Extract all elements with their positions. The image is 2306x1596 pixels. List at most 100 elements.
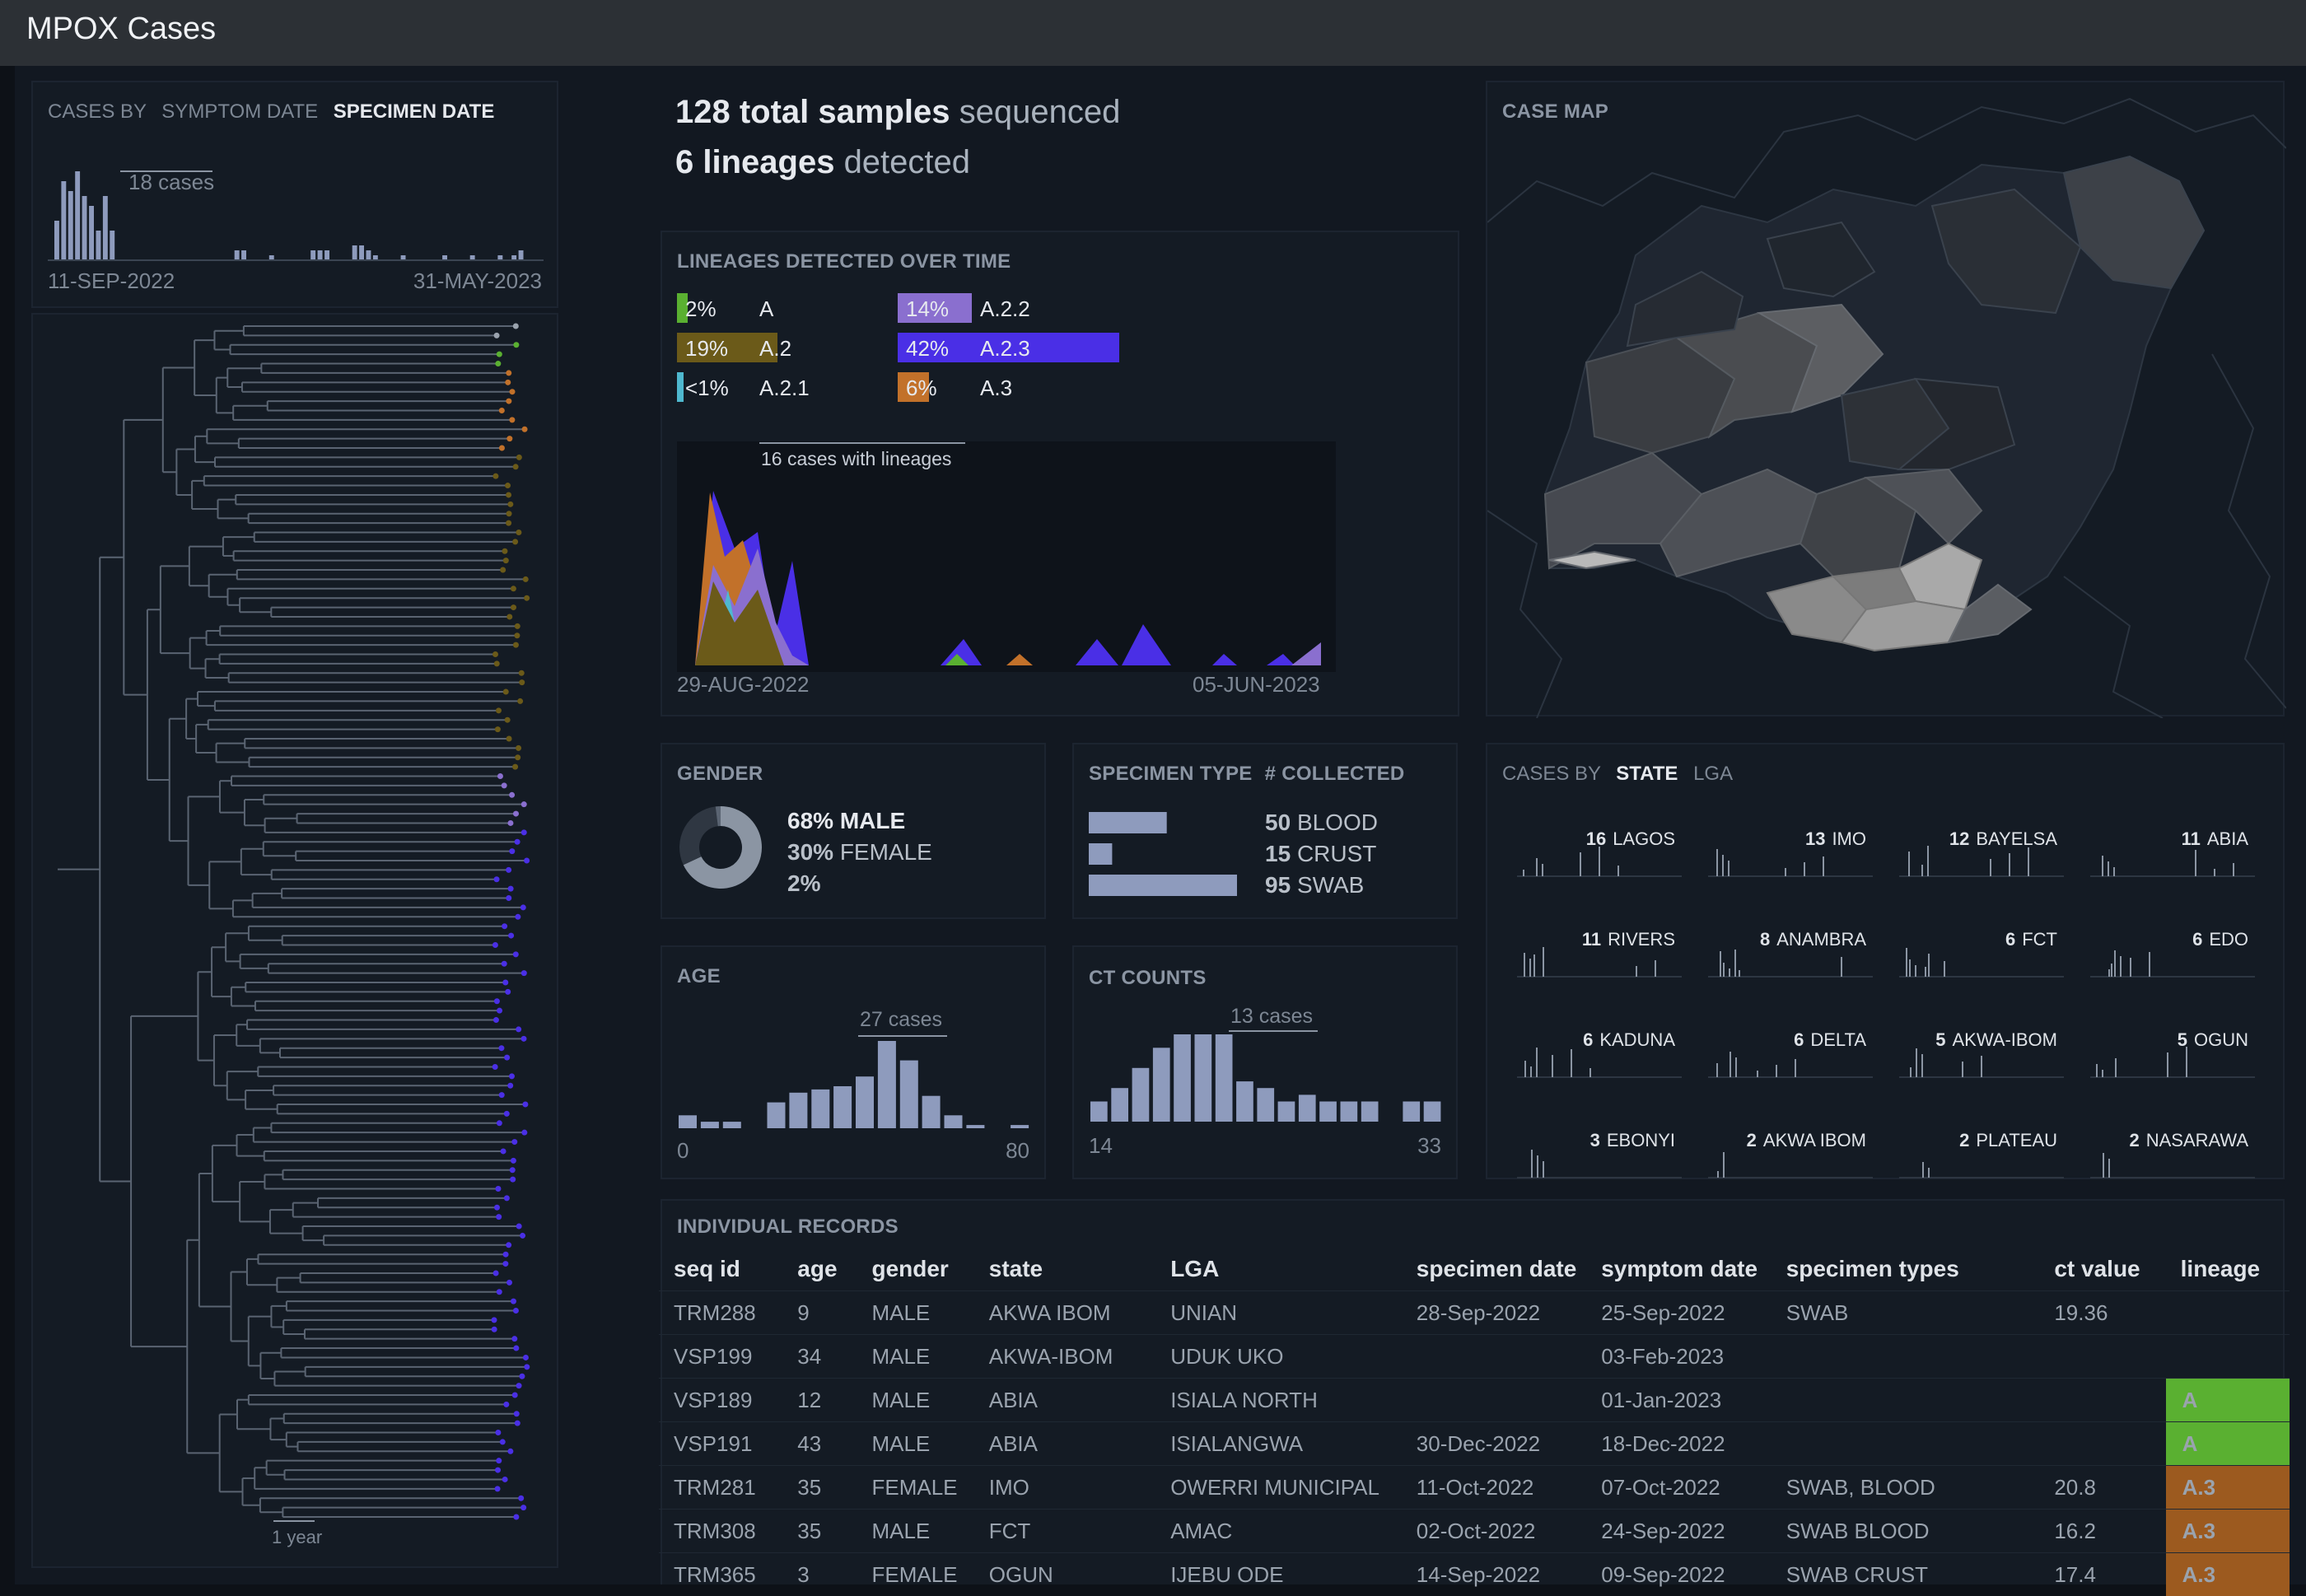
tree-tip[interactable] [513, 811, 519, 817]
tree-tip[interactable] [514, 1411, 520, 1416]
tree-tip[interactable] [506, 436, 512, 441]
tree-tip[interactable] [494, 333, 500, 338]
tree-tip[interactable] [508, 886, 514, 892]
tree-tip[interactable] [496, 707, 502, 713]
tree-tip[interactable] [493, 1017, 499, 1023]
tree-tip[interactable] [510, 1167, 516, 1173]
tree-tip[interactable] [514, 632, 520, 638]
tree-tip[interactable] [513, 951, 519, 957]
tree-tip[interactable] [502, 782, 507, 788]
tree-tip[interactable] [519, 1374, 525, 1379]
tree-tip[interactable] [502, 961, 507, 967]
tree-tip[interactable] [511, 1139, 517, 1145]
tree-tip[interactable] [516, 745, 521, 751]
tab-lga[interactable]: LGA [1693, 763, 1733, 785]
tree-tip[interactable] [520, 1505, 526, 1510]
tree-tip[interactable] [511, 586, 516, 591]
tree-tip[interactable] [515, 754, 520, 760]
tree-tip[interactable] [512, 539, 518, 544]
lineage-legend-item[interactable]: 19%A.2 [677, 331, 908, 364]
tree-tip[interactable] [513, 642, 519, 648]
tab-state[interactable]: STATE [1616, 763, 1678, 785]
column-header[interactable]: state [974, 1248, 1155, 1291]
tree-tip[interactable] [515, 623, 520, 629]
tree-tip[interactable] [515, 839, 520, 845]
tree-tip[interactable] [516, 1383, 522, 1388]
column-header[interactable]: age [782, 1248, 857, 1291]
tree-tip[interactable] [506, 867, 511, 873]
tree-tip[interactable] [492, 1317, 497, 1323]
tree-tip[interactable] [511, 1299, 516, 1304]
tree-tip[interactable] [505, 989, 511, 995]
column-header[interactable]: gender [857, 1248, 973, 1291]
lineage-legend-item[interactable]: 42%A.2.3 [898, 331, 1128, 364]
tree-tip[interactable] [524, 1364, 530, 1370]
tree-tip[interactable] [513, 342, 519, 348]
tree-tip[interactable] [496, 1458, 502, 1463]
tree-tip[interactable] [509, 792, 515, 798]
tree-tip[interactable] [494, 998, 500, 1004]
lineage-legend-item[interactable]: 6%A.3 [898, 371, 1128, 404]
tree-tip[interactable] [502, 1261, 508, 1267]
tree-tip[interactable] [501, 1148, 506, 1154]
tree-tip[interactable] [515, 1421, 520, 1426]
tree-tip[interactable] [502, 923, 507, 929]
tree-tip[interactable] [519, 679, 525, 685]
tree-tip[interactable] [492, 474, 498, 479]
tree-tip[interactable] [523, 1355, 529, 1360]
tree-tip[interactable] [500, 1439, 506, 1444]
tree-tip[interactable] [506, 614, 512, 619]
column-header[interactable]: lineage [2166, 1248, 2290, 1291]
tree-tip[interactable] [511, 604, 516, 610]
tree-tip[interactable] [495, 726, 501, 732]
tree-tip[interactable] [520, 1233, 525, 1239]
tree-tip[interactable] [506, 399, 511, 404]
tree-tip[interactable] [509, 1073, 515, 1079]
tree-tip[interactable] [506, 492, 511, 497]
tree-tip[interactable] [495, 1430, 501, 1435]
tree-tip[interactable] [513, 1346, 519, 1351]
tree-tip[interactable] [500, 567, 506, 573]
tree-tip[interactable] [512, 764, 518, 770]
column-header[interactable]: LGA [1155, 1248, 1402, 1291]
tree-tip[interactable] [505, 483, 511, 488]
tree-tip[interactable] [497, 773, 503, 779]
tree-tip[interactable] [511, 1336, 517, 1342]
tree-tip[interactable] [497, 352, 502, 357]
tree-tip[interactable] [521, 970, 527, 976]
tree-tip[interactable] [523, 576, 529, 582]
column-header[interactable]: seq id [659, 1248, 782, 1291]
tree-tip[interactable] [495, 1486, 501, 1491]
tree-tip[interactable] [509, 848, 515, 854]
tree-tip[interactable] [492, 651, 498, 657]
tree-tip[interactable] [495, 1468, 501, 1473]
tree-tip[interactable] [504, 1111, 510, 1117]
tree-tip[interactable] [512, 1392, 518, 1398]
tree-tip[interactable] [492, 1327, 497, 1332]
tree-tip[interactable] [519, 670, 525, 676]
tree-tip[interactable] [507, 502, 513, 507]
tree-tip[interactable] [502, 548, 507, 554]
tree-tip[interactable] [498, 1045, 504, 1051]
tree-tip[interactable] [503, 1252, 509, 1258]
tree-tip[interactable] [492, 1064, 498, 1070]
tree-tip[interactable] [503, 1402, 509, 1407]
tree-tip[interactable] [513, 324, 519, 329]
tree-tip[interactable] [495, 361, 501, 366]
tree-tip[interactable] [506, 735, 512, 741]
tree-tip[interactable] [506, 520, 511, 526]
